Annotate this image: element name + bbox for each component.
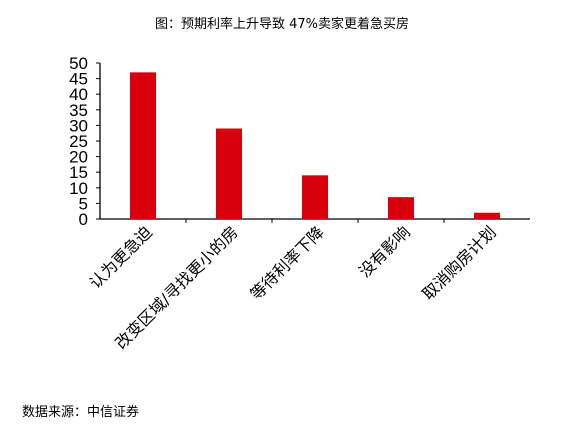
chart-title: 图：预期利率上升导致 47%卖家更着急买房 xyxy=(154,17,410,32)
bar xyxy=(474,212,500,219)
y-tick-label: 35 xyxy=(69,101,88,120)
y-tick-label: 25 xyxy=(69,132,88,151)
chart-bars xyxy=(130,72,500,219)
x-category-label: 认为更急迫 xyxy=(86,222,156,292)
bar xyxy=(388,197,414,219)
bar xyxy=(130,72,156,219)
y-tick-label: 50 xyxy=(69,54,88,73)
x-category-label: 等待利率下降 xyxy=(247,222,328,303)
y-tick-label: 10 xyxy=(69,179,88,198)
y-tick-label: 20 xyxy=(69,148,88,167)
y-tick-label: 15 xyxy=(69,163,88,182)
y-tick-label: 5 xyxy=(79,194,88,213)
x-category-label: 没有影响 xyxy=(355,222,414,281)
source-note: 数据来源：中信证券 xyxy=(22,405,140,420)
x-category-label: 取消购房计划 xyxy=(419,222,500,303)
y-tick-label: 40 xyxy=(69,85,88,104)
y-tick-label: 45 xyxy=(69,70,88,89)
bar xyxy=(216,128,242,219)
y-tick-label: 0 xyxy=(79,210,88,229)
y-tick-label: 30 xyxy=(69,116,88,135)
bar xyxy=(302,175,328,219)
